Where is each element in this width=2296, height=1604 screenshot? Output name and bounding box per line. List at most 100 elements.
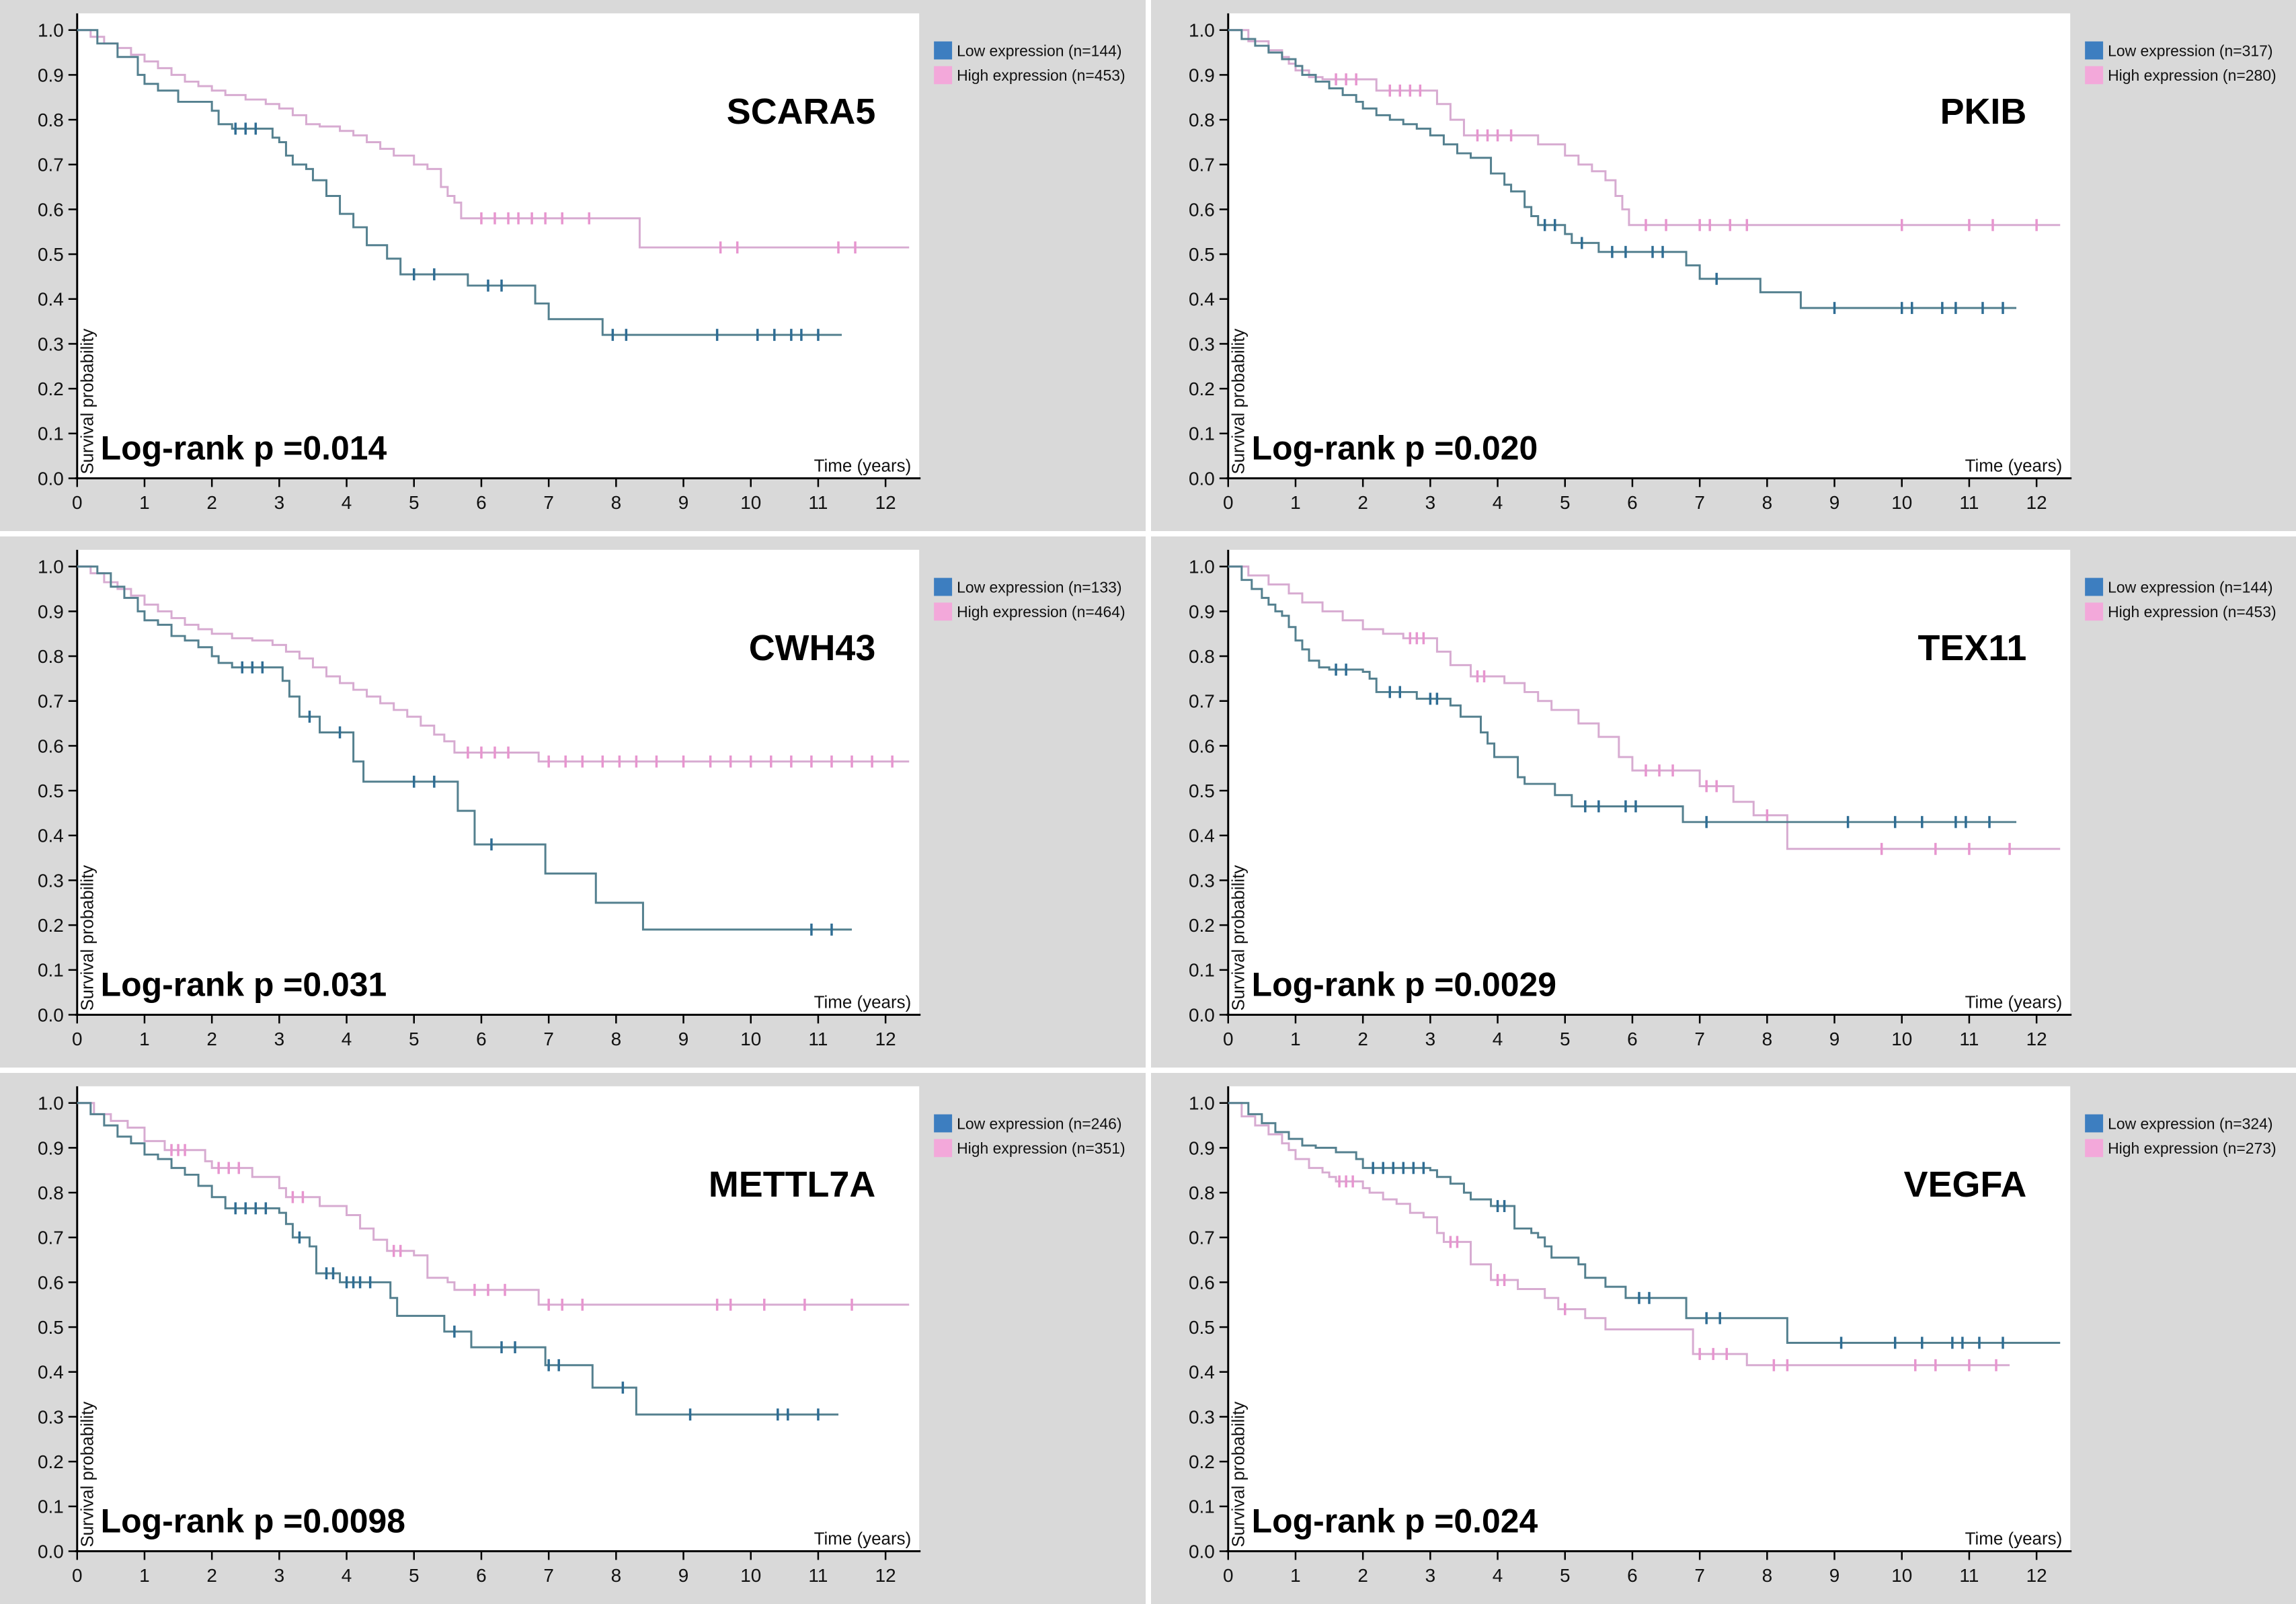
svg-text:1: 1 bbox=[139, 1565, 150, 1586]
legend: Low expression (n=144) High expression (n… bbox=[934, 41, 1125, 84]
svg-text:0.7: 0.7 bbox=[38, 1228, 64, 1248]
svg-text:0.2: 0.2 bbox=[38, 1451, 64, 1472]
censor-ticks-high bbox=[467, 746, 894, 768]
survival-curve-high bbox=[1228, 565, 2060, 850]
censor-ticks-low bbox=[1371, 1162, 2004, 1349]
svg-text:0.8: 0.8 bbox=[1188, 1182, 1214, 1203]
svg-text:3: 3 bbox=[274, 1029, 285, 1049]
svg-text:0.4: 0.4 bbox=[38, 289, 64, 310]
x-tick-labels: 0 1 2 3 4 5 6 7 8 9 10 11 12 bbox=[72, 1551, 896, 1586]
svg-text:0.2: 0.2 bbox=[1188, 378, 1214, 399]
y-axis-label: Survival probability bbox=[1229, 329, 1248, 475]
svg-text:9: 9 bbox=[1829, 1029, 1839, 1049]
svg-text:0.2: 0.2 bbox=[1188, 915, 1214, 936]
svg-text:0.0: 0.0 bbox=[38, 1004, 64, 1025]
gene-title: SCARA5 bbox=[727, 91, 876, 132]
svg-text:11: 11 bbox=[1959, 1029, 1979, 1049]
svg-text:11: 11 bbox=[1959, 492, 1979, 513]
legend-label-high: High expression (n=453) bbox=[957, 67, 1125, 84]
legend-label-low: Low expression (n=144) bbox=[957, 42, 1121, 60]
svg-text:0.0: 0.0 bbox=[1188, 1004, 1214, 1025]
svg-text:9: 9 bbox=[678, 1565, 689, 1586]
svg-text:0.4: 0.4 bbox=[1188, 289, 1214, 310]
svg-text:1: 1 bbox=[139, 492, 150, 513]
svg-text:8: 8 bbox=[611, 492, 622, 513]
legend-swatch-low bbox=[934, 1114, 953, 1133]
svg-text:5: 5 bbox=[1559, 1565, 1570, 1586]
x-tick-labels: 0 1 2 3 4 5 6 7 8 9 10 11 12 bbox=[1222, 1551, 2047, 1586]
km-panel-SCARA5: 0 1 2 3 4 5 6 7 8 9 10 11 12 0.0 0.1 0.2 0.3 0.4 0.5 0.6 0.7… bbox=[0, 0, 1146, 531]
svg-text:0.2: 0.2 bbox=[1188, 1451, 1214, 1472]
svg-text:1: 1 bbox=[1290, 492, 1301, 513]
x-axis-label: Time (years) bbox=[814, 994, 912, 1012]
svg-text:11: 11 bbox=[808, 1029, 828, 1049]
svg-text:9: 9 bbox=[1829, 492, 1839, 513]
svg-text:2: 2 bbox=[206, 1029, 217, 1049]
svg-text:8: 8 bbox=[1761, 1029, 1772, 1049]
svg-text:0.2: 0.2 bbox=[38, 915, 64, 936]
svg-text:6: 6 bbox=[476, 492, 487, 513]
svg-text:0.5: 0.5 bbox=[1188, 780, 1214, 801]
svg-text:4: 4 bbox=[342, 492, 352, 513]
log-rank-label: Log-rank p =0.0098 bbox=[101, 1502, 405, 1540]
x-tick-labels: 0 1 2 3 4 5 6 7 8 9 10 11 12 bbox=[1222, 1014, 2047, 1049]
y-tick-labels: 0.0 0.1 0.2 0.3 0.4 0.5 0.6 0.7 0.8 0.9 1.0 bbox=[38, 20, 77, 489]
svg-text:5: 5 bbox=[1559, 1029, 1570, 1049]
svg-text:7: 7 bbox=[1694, 1029, 1705, 1049]
legend-label-high: High expression (n=453) bbox=[2108, 603, 2277, 620]
km-panel-VEGFA: 0 1 2 3 4 5 6 7 8 9 10 11 12 0.0 0.1 0.2 0.3 0.4 0.5 0.6 0.7… bbox=[1150, 1073, 2296, 1604]
svg-text:0.7: 0.7 bbox=[1188, 155, 1214, 175]
svg-text:6: 6 bbox=[476, 1565, 487, 1586]
svg-text:4: 4 bbox=[342, 1029, 352, 1049]
log-rank-label: Log-rank p =0.031 bbox=[101, 966, 387, 1004]
legend-label-low: Low expression (n=317) bbox=[2108, 42, 2272, 60]
svg-text:10: 10 bbox=[740, 1029, 761, 1049]
svg-text:3: 3 bbox=[1425, 1565, 1435, 1586]
censor-ticks-low bbox=[234, 1202, 820, 1421]
svg-text:0.7: 0.7 bbox=[38, 691, 64, 712]
svg-text:11: 11 bbox=[808, 1565, 828, 1586]
km-plot-VEGFA: 0 1 2 3 4 5 6 7 8 9 10 11 120.00.10.20.30.40.50.60.7… bbox=[1188, 1086, 2276, 1586]
gene-title: CWH43 bbox=[749, 628, 876, 668]
log-rank-label: Log-rank p =0.024 bbox=[1251, 1502, 1538, 1540]
svg-text:8: 8 bbox=[1761, 1565, 1772, 1586]
svg-text:0.0: 0.0 bbox=[1188, 468, 1214, 489]
y-axis-label: Survival probability bbox=[1229, 865, 1248, 1011]
svg-text:1.0: 1.0 bbox=[38, 557, 64, 577]
km-panel-METTL7A: 0 1 2 3 4 5 6 7 8 9 10 11 12 0.0 0.1 0.2 0.3 0.4 0.5 0.6 0.7… bbox=[0, 1073, 1146, 1604]
survival-curve-high bbox=[1228, 1102, 2010, 1367]
svg-text:0.5: 0.5 bbox=[38, 780, 64, 801]
km-plot-TEX11: 0 1 2 3 4 5 6 7 8 9 10 11 120.00.10.20.30.40.50.60.7… bbox=[1188, 549, 2277, 1049]
svg-text:0.0: 0.0 bbox=[1188, 1541, 1214, 1562]
x-axis-label: Time (years) bbox=[1965, 994, 2062, 1012]
svg-text:10: 10 bbox=[1891, 1565, 1912, 1586]
svg-text:0.3: 0.3 bbox=[38, 870, 64, 891]
svg-text:1.0: 1.0 bbox=[38, 20, 64, 41]
legend-swatch-low bbox=[934, 577, 953, 596]
y-tick-labels: 0.0 0.1 0.2 0.3 0.4 0.5 0.6 0.7 0.8 0.9 1.0 bbox=[38, 557, 77, 1025]
svg-text:5: 5 bbox=[1559, 492, 1570, 513]
x-axis-label: Time (years) bbox=[1965, 457, 2062, 476]
svg-text:9: 9 bbox=[678, 492, 689, 513]
svg-text:10: 10 bbox=[1891, 1029, 1912, 1049]
legend-swatch-high bbox=[2084, 602, 2103, 621]
legend: Low expression (n=324) High expression (n… bbox=[2084, 1114, 2276, 1157]
log-rank-label: Log-rank p =0.020 bbox=[1251, 430, 1538, 467]
survival-curve-low bbox=[1228, 29, 2016, 309]
svg-text:0.1: 0.1 bbox=[38, 960, 64, 981]
svg-text:3: 3 bbox=[274, 492, 285, 513]
legend-swatch-high bbox=[2084, 66, 2103, 85]
svg-text:0.6: 0.6 bbox=[1188, 199, 1214, 220]
svg-text:0.9: 0.9 bbox=[1188, 65, 1214, 85]
svg-text:4: 4 bbox=[1492, 492, 1503, 513]
svg-text:7: 7 bbox=[1694, 492, 1705, 513]
svg-text:0: 0 bbox=[1222, 1029, 1233, 1049]
svg-text:0: 0 bbox=[1222, 492, 1233, 513]
survival-curve-high bbox=[77, 29, 910, 249]
svg-text:4: 4 bbox=[1492, 1029, 1503, 1049]
svg-text:0.4: 0.4 bbox=[38, 826, 64, 846]
legend-swatch-high bbox=[934, 602, 953, 621]
svg-text:0.7: 0.7 bbox=[1188, 691, 1214, 712]
svg-text:2: 2 bbox=[1357, 1029, 1368, 1049]
svg-text:4: 4 bbox=[342, 1565, 352, 1586]
